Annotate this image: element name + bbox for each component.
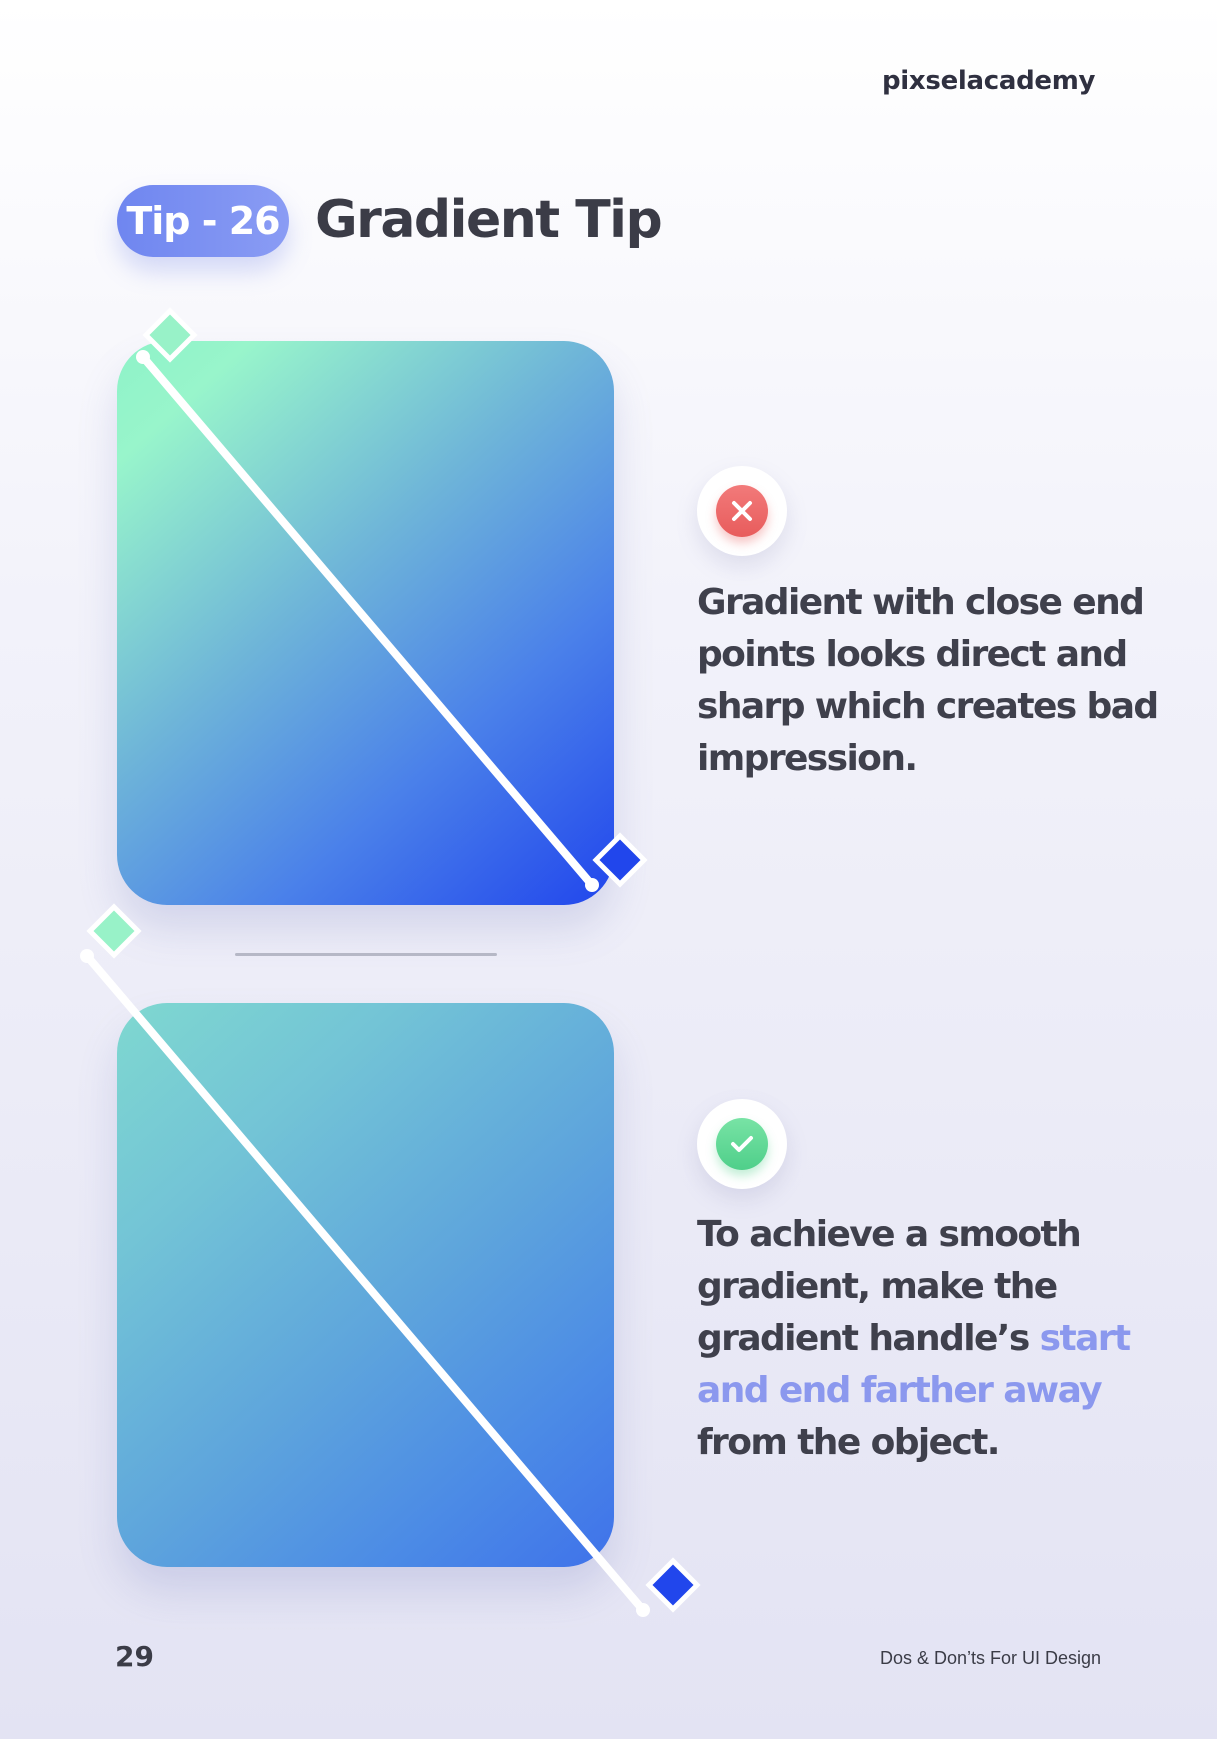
bad-example-description: Gradient with close end points looks dir…	[697, 582, 1159, 779]
close-icon	[716, 485, 768, 537]
footer-book-title: Dos & Don’ts For UI Design	[880, 1648, 1102, 1668]
good-status-badge	[697, 1099, 787, 1189]
good-description-end: from the object.	[697, 1422, 1000, 1463]
bad-handle-line	[139, 353, 596, 889]
good-handle-end-dot	[636, 1603, 650, 1617]
page-number: 29	[115, 1640, 154, 1673]
good-handle-start-point	[86, 903, 142, 959]
brand-logo-text: pixselacademy	[882, 66, 1096, 96]
bad-status-badge	[697, 466, 787, 556]
good-handle-end-point	[645, 1557, 701, 1613]
good-gradient-handle	[80, 903, 701, 1617]
bad-handle-start-dot	[136, 350, 150, 364]
check-icon	[716, 1118, 768, 1170]
page-title: Gradient Tip	[315, 190, 663, 250]
good-description-highlight: start and end farther away	[697, 1318, 1131, 1411]
good-description-start: To achieve a smooth gradient, make the g…	[697, 1214, 1082, 1359]
tip-number-badge: Tip - 26	[117, 185, 289, 257]
good-handle-start-dot	[80, 949, 94, 963]
bad-handle-end-dot	[585, 878, 599, 892]
good-handle-line	[83, 952, 647, 1614]
section-divider	[235, 953, 497, 956]
bad-gradient-handle	[136, 307, 648, 892]
bad-handle-end-point	[592, 832, 648, 888]
bad-handle-start-point	[142, 307, 198, 363]
good-example-description: To achieve a smooth gradient, make the g…	[697, 1209, 1167, 1469]
